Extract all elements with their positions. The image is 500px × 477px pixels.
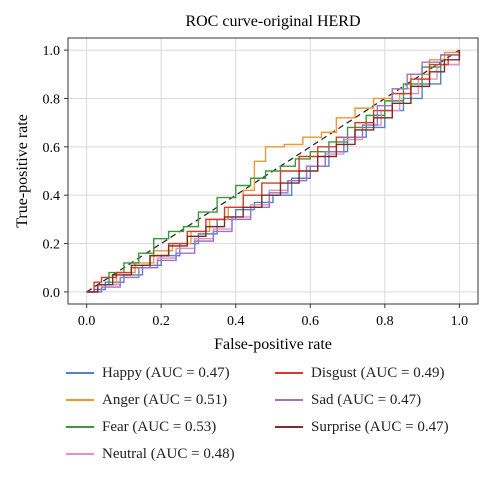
legend-label: Sad (AUC = 0.47) xyxy=(311,391,422,408)
roc-line-fear xyxy=(86,50,461,293)
y-axis-label: True-positive rate xyxy=(14,114,31,228)
x-tick-label: 0.2 xyxy=(152,314,170,329)
plot-frame xyxy=(67,37,479,305)
x-axis-ticks: 0.0 0.2 0.4 0.6 0.8 1.0 xyxy=(78,304,468,329)
legend-swatch xyxy=(66,453,94,455)
x-tick-label: 0.0 xyxy=(78,314,96,329)
y-tick-label: 0.2 xyxy=(43,238,61,253)
y-tick-label: 0.4 xyxy=(43,189,61,204)
legend-item-neutral: Neutral (AUC = 0.48) xyxy=(66,443,235,465)
roc-line-happy xyxy=(86,50,461,293)
y-axis-ticks: 0.0 0.2 0.4 0.6 0.8 1.0 xyxy=(43,44,68,301)
y-tick-label: 0.0 xyxy=(43,286,61,301)
legend-label: Happy (AUC = 0.47) xyxy=(102,364,230,381)
legend-item-anger: Anger (AUC = 0.51) xyxy=(66,389,227,411)
roc-line-surprise xyxy=(86,50,461,293)
x-tick-label: 0.4 xyxy=(227,314,245,329)
x-axis-label: False-positive rate xyxy=(214,336,332,353)
legend-item-surprise: Surprise (AUC = 0.47) xyxy=(275,416,449,438)
legend-label: Disgust (AUC = 0.49) xyxy=(311,364,445,381)
legend-label: Surprise (AUC = 0.47) xyxy=(311,418,449,435)
y-tick-label: 1.0 xyxy=(43,44,61,59)
chart-title: ROC curve-original HERD xyxy=(185,13,360,30)
roc-line-sad xyxy=(86,50,461,293)
legend-swatch xyxy=(275,399,303,401)
legend-item-disgust: Disgust (AUC = 0.49) xyxy=(275,362,444,384)
legend-item-sad: Sad (AUC = 0.47) xyxy=(275,389,421,411)
y-tick-label: 0.6 xyxy=(43,141,61,156)
legend-label: Fear (AUC = 0.53) xyxy=(102,418,217,435)
legend-label: Anger (AUC = 0.51) xyxy=(102,391,228,408)
x-tick-label: 1.0 xyxy=(451,314,469,329)
series-layer xyxy=(86,50,461,293)
y-tick-label: 0.8 xyxy=(43,92,61,107)
x-tick-label: 0.6 xyxy=(302,314,320,329)
legend-label: Neutral (AUC = 0.48) xyxy=(102,445,235,462)
x-tick-label: 0.8 xyxy=(376,314,394,329)
legend-item-happy: Happy (AUC = 0.47) xyxy=(66,362,230,384)
roc-chart: ROC curve-original HERD 0.0 0.2 0.4 0.6 0.8 1… xyxy=(14,13,479,353)
legend-swatch xyxy=(275,426,303,428)
legend-swatch xyxy=(66,426,94,428)
legend-swatch xyxy=(275,372,303,374)
legend-swatch xyxy=(66,399,94,401)
legend-item-fear: Fear (AUC = 0.53) xyxy=(66,416,216,438)
legend-swatch xyxy=(66,372,94,374)
